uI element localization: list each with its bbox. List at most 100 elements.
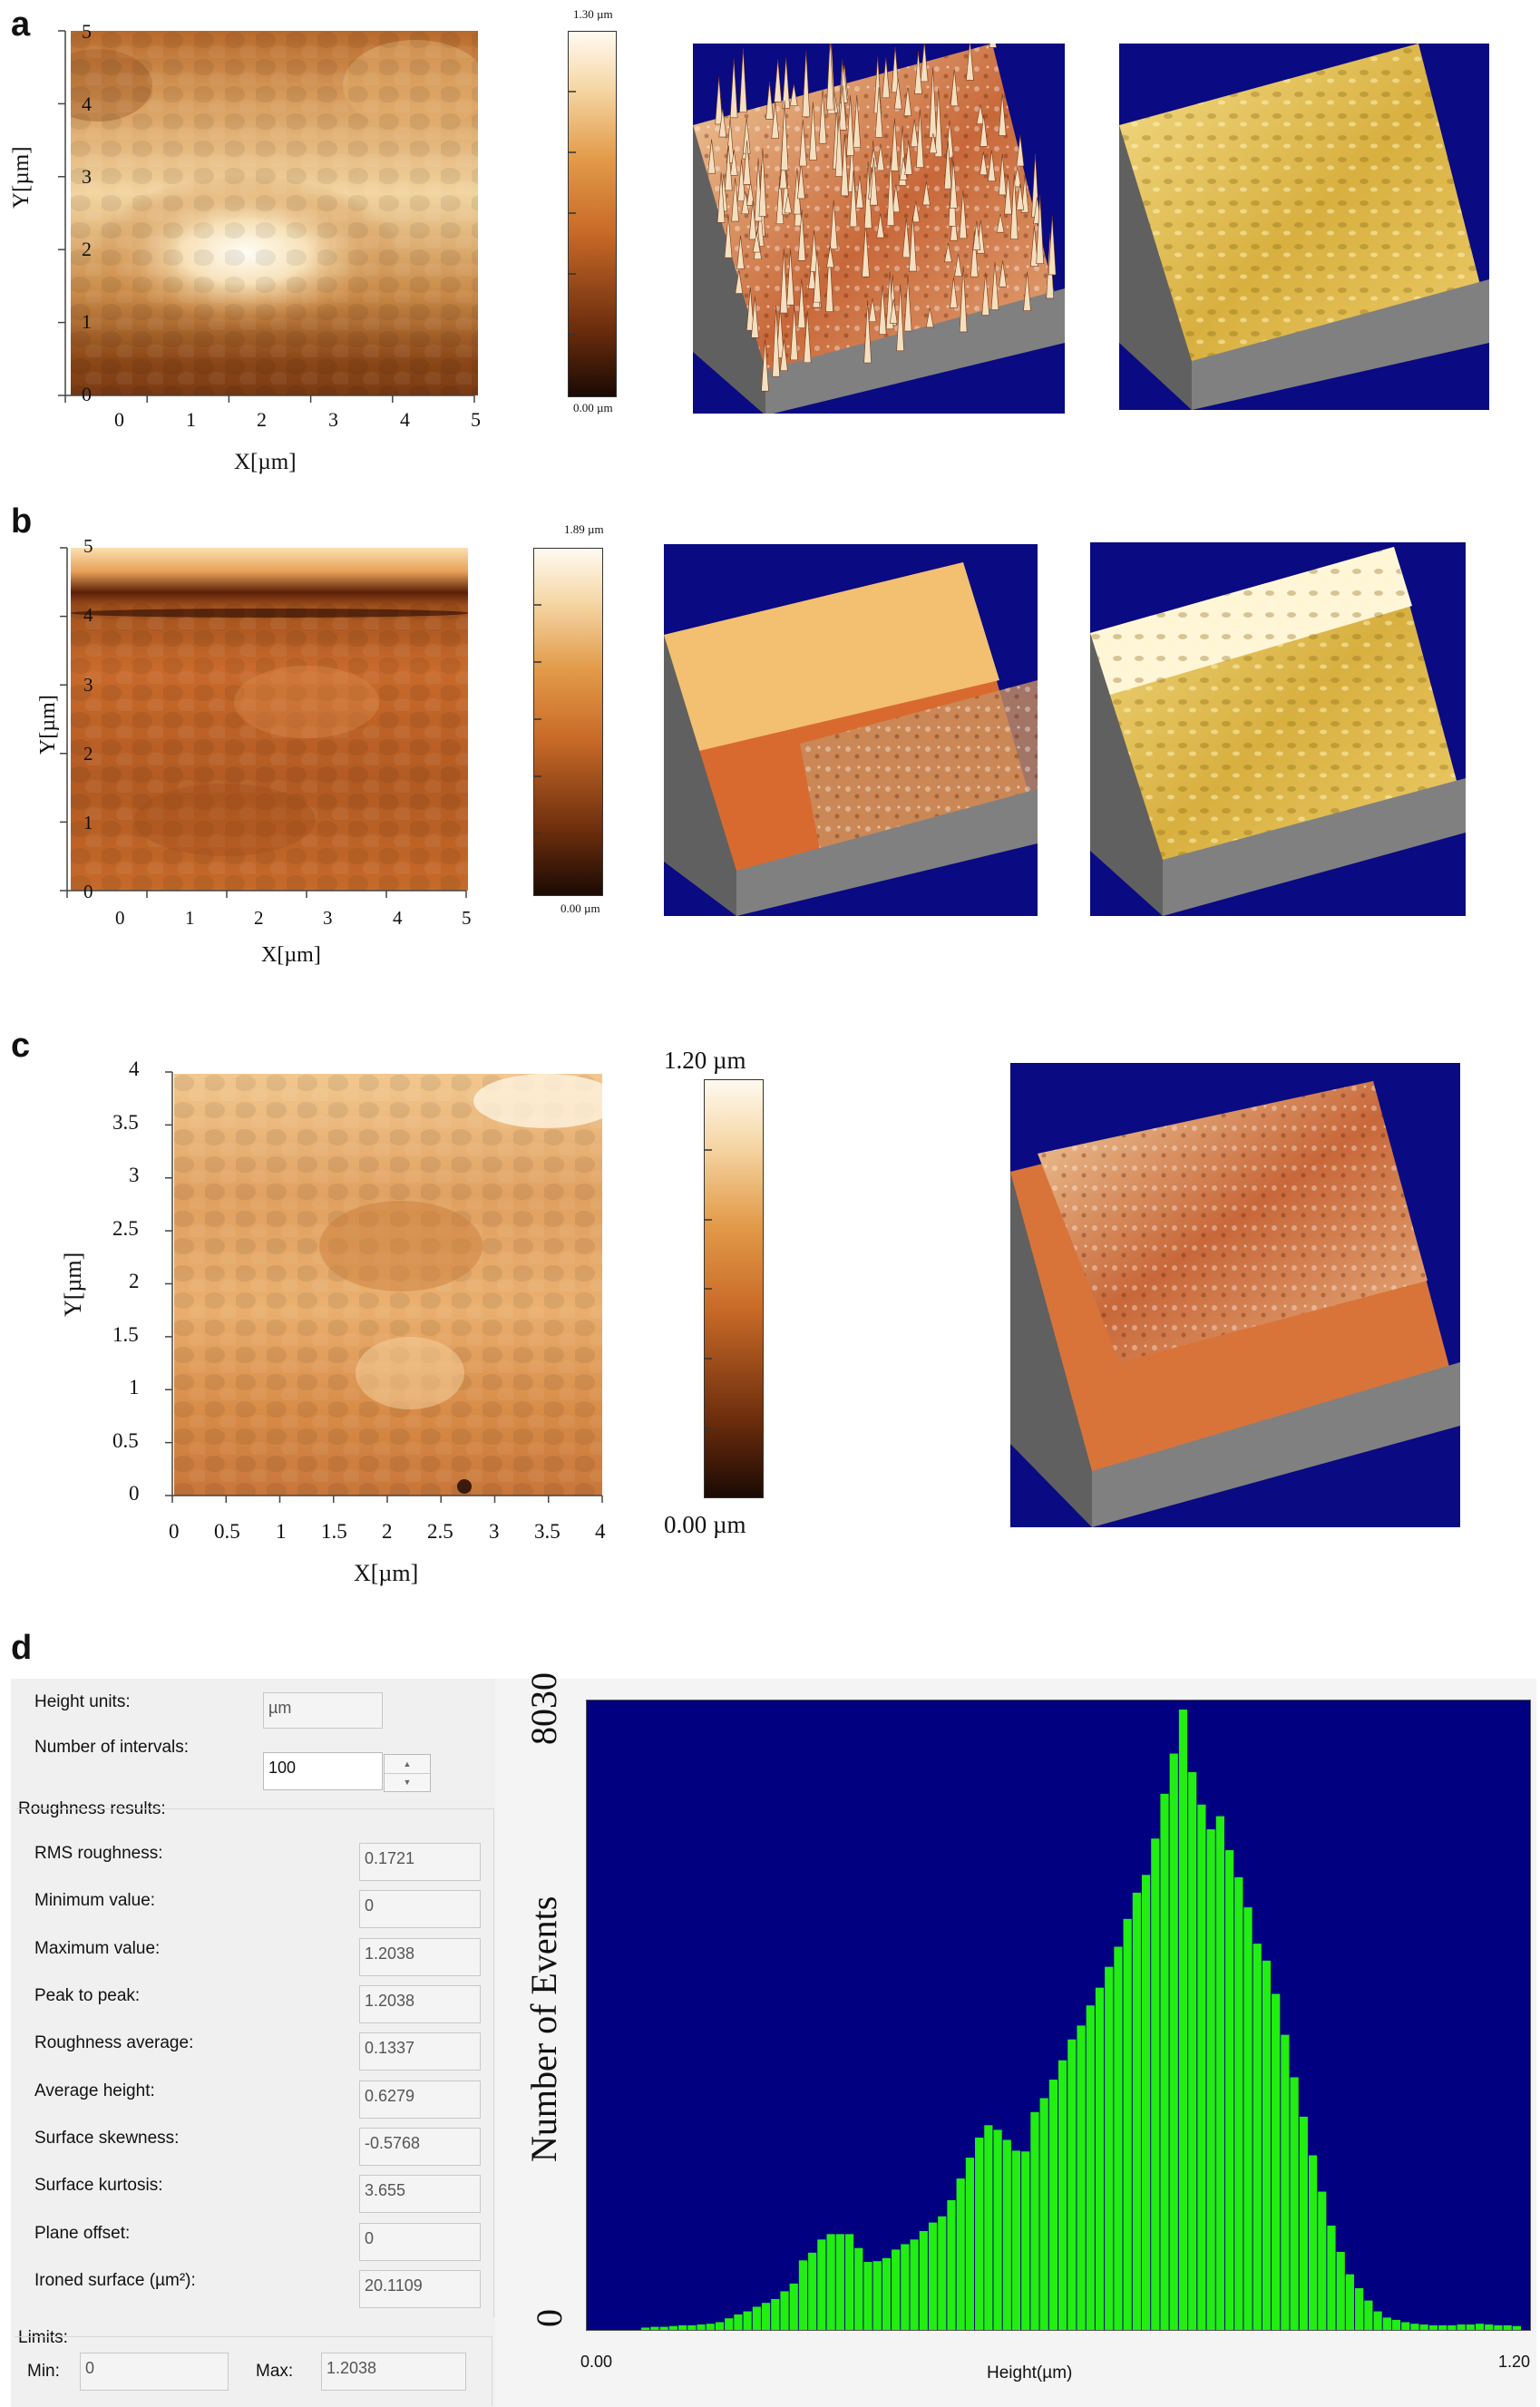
histogram-bar	[1364, 2300, 1373, 2330]
histogram-bar	[817, 2239, 826, 2330]
surface-3d-b-2	[1090, 542, 1466, 916]
row-label: Roughness average:	[34, 2033, 194, 2052]
x-tick-b-1: 1	[185, 907, 195, 929]
axes-b	[60, 547, 467, 898]
histogram-bar	[743, 2311, 752, 2330]
surface-spike	[779, 248, 788, 314]
histogram-bar	[947, 2199, 956, 2330]
y-tick-c-4: 2	[129, 1270, 140, 1292]
histogram-bar	[1188, 1772, 1197, 2330]
histogram-bar	[975, 2137, 984, 2330]
surface-spike	[807, 261, 816, 289]
surface-spike	[790, 306, 798, 361]
x-tick-b-2: 2	[254, 907, 264, 929]
surface-spike	[849, 170, 858, 228]
histogram-bar	[1021, 2151, 1030, 2330]
y-tick-c-8: 4	[129, 1057, 140, 1080]
histogram-bar	[641, 2327, 650, 2330]
surface-spike	[920, 44, 929, 83]
surface-spike	[896, 284, 904, 352]
histogram-bar	[1197, 1804, 1206, 2330]
surface-spike	[853, 94, 862, 148]
y-tick-d-bottom: 0	[529, 2309, 570, 2327]
surface-kurtosis-field[interactable]: 3.655	[359, 2175, 481, 2213]
histogram-bar	[1030, 2111, 1039, 2330]
surface-spike	[1009, 173, 1019, 240]
surface-spike	[954, 253, 962, 277]
average-height-field[interactable]: 0.6279	[359, 2081, 481, 2119]
surface-spike	[751, 296, 759, 338]
x-tick-d-right: 1.20	[1498, 2353, 1531, 2371]
histogram-bar	[1318, 2191, 1327, 2330]
histogram-bar	[1215, 1816, 1224, 2330]
min-field[interactable]: 0	[80, 2353, 229, 2391]
x-axis-label-b: X[µm]	[261, 943, 321, 967]
histogram-bar	[1457, 2324, 1466, 2330]
x-tick-c-7: 3.5	[534, 1520, 560, 1543]
plane-offset-field[interactable]: 0	[359, 2223, 481, 2261]
spin-up-icon[interactable]: ▲	[385, 1755, 430, 1774]
x-tick-c-2: 1	[276, 1520, 287, 1543]
histogram-bar	[1438, 2324, 1447, 2330]
surface-spike	[818, 89, 827, 144]
y-tick-c-6: 3	[129, 1164, 140, 1186]
histogram-bar	[1281, 2034, 1290, 2330]
surface-3d-b-1	[664, 544, 1038, 916]
minimum-value-field[interactable]: 0	[359, 1890, 481, 1928]
surface-spike	[731, 178, 739, 222]
surface-spike	[886, 155, 895, 226]
histogram-bar	[1327, 2226, 1336, 2330]
surface-spike	[718, 108, 727, 138]
y-tick-a-4: 4	[82, 93, 92, 115]
axes-a	[58, 30, 475, 403]
spin-down-icon[interactable]: ▼	[403, 1778, 412, 1787]
x-tick-c-4: 2	[382, 1520, 393, 1543]
row-label: Maximum value:	[34, 1939, 161, 1958]
surface-spike	[855, 175, 864, 209]
max-field[interactable]: 1.2038	[321, 2353, 466, 2391]
intervals-input[interactable]: 100	[263, 1752, 383, 1790]
surface-spike	[1016, 183, 1025, 210]
rms-roughness-field[interactable]: 0.1721	[359, 1843, 481, 1881]
y-tick-a-3: 3	[82, 165, 92, 188]
surface-spike	[789, 83, 798, 106]
surface-spike	[903, 276, 912, 332]
histogram-bar	[1011, 2150, 1021, 2330]
histogram-bar	[984, 2125, 993, 2330]
roughness-average-field[interactable]: 0.1337	[359, 2032, 481, 2071]
y-axis-label-b: Y[µm]	[36, 695, 60, 755]
color-scale-bar-c	[704, 1079, 764, 1498]
surface-spike	[902, 218, 911, 258]
y-tick-a-1: 1	[82, 310, 92, 333]
histogram-bar	[1336, 2251, 1345, 2330]
scale-bottom-a: 0.00 µm	[573, 401, 613, 414]
histogram-bar	[1123, 1918, 1132, 2330]
histogram-bar	[1373, 2311, 1382, 2330]
surface-spike	[784, 192, 793, 214]
surface-spike	[1013, 166, 1022, 188]
histogram-bar	[1290, 2077, 1299, 2330]
x-axis-label-a: X[µm]	[234, 450, 297, 474]
surface-spike	[868, 297, 877, 322]
panel-label-a: a	[11, 5, 31, 44]
peak-to-peak-field[interactable]: 1.2038	[359, 1985, 481, 2023]
surface-spike	[980, 151, 988, 175]
y-tick-b-2: 2	[83, 743, 93, 765]
surface-spike	[1016, 134, 1025, 167]
ironed-surface-field[interactable]: 20.1109	[359, 2270, 481, 2308]
surface-skewness-field[interactable]: -0.5768	[359, 2128, 481, 2166]
surface-spike	[911, 200, 921, 223]
intervals-stepper[interactable]: ▲ ▼	[384, 1754, 431, 1792]
surface-spike	[972, 220, 981, 251]
surface-spike	[797, 209, 806, 261]
surface-spike	[715, 76, 723, 125]
limits-title: Limits:	[18, 2328, 68, 2347]
surface-spike	[826, 44, 834, 111]
x-tick-a-3: 3	[328, 408, 338, 431]
surface-spike	[765, 82, 774, 120]
panel-label-b: b	[11, 502, 33, 541]
height-units-field[interactable]: µm	[263, 1692, 383, 1729]
y-tick-b-3: 3	[83, 674, 93, 696]
surface-spike	[802, 50, 811, 118]
maximum-value-field[interactable]: 1.2038	[359, 1938, 481, 1976]
